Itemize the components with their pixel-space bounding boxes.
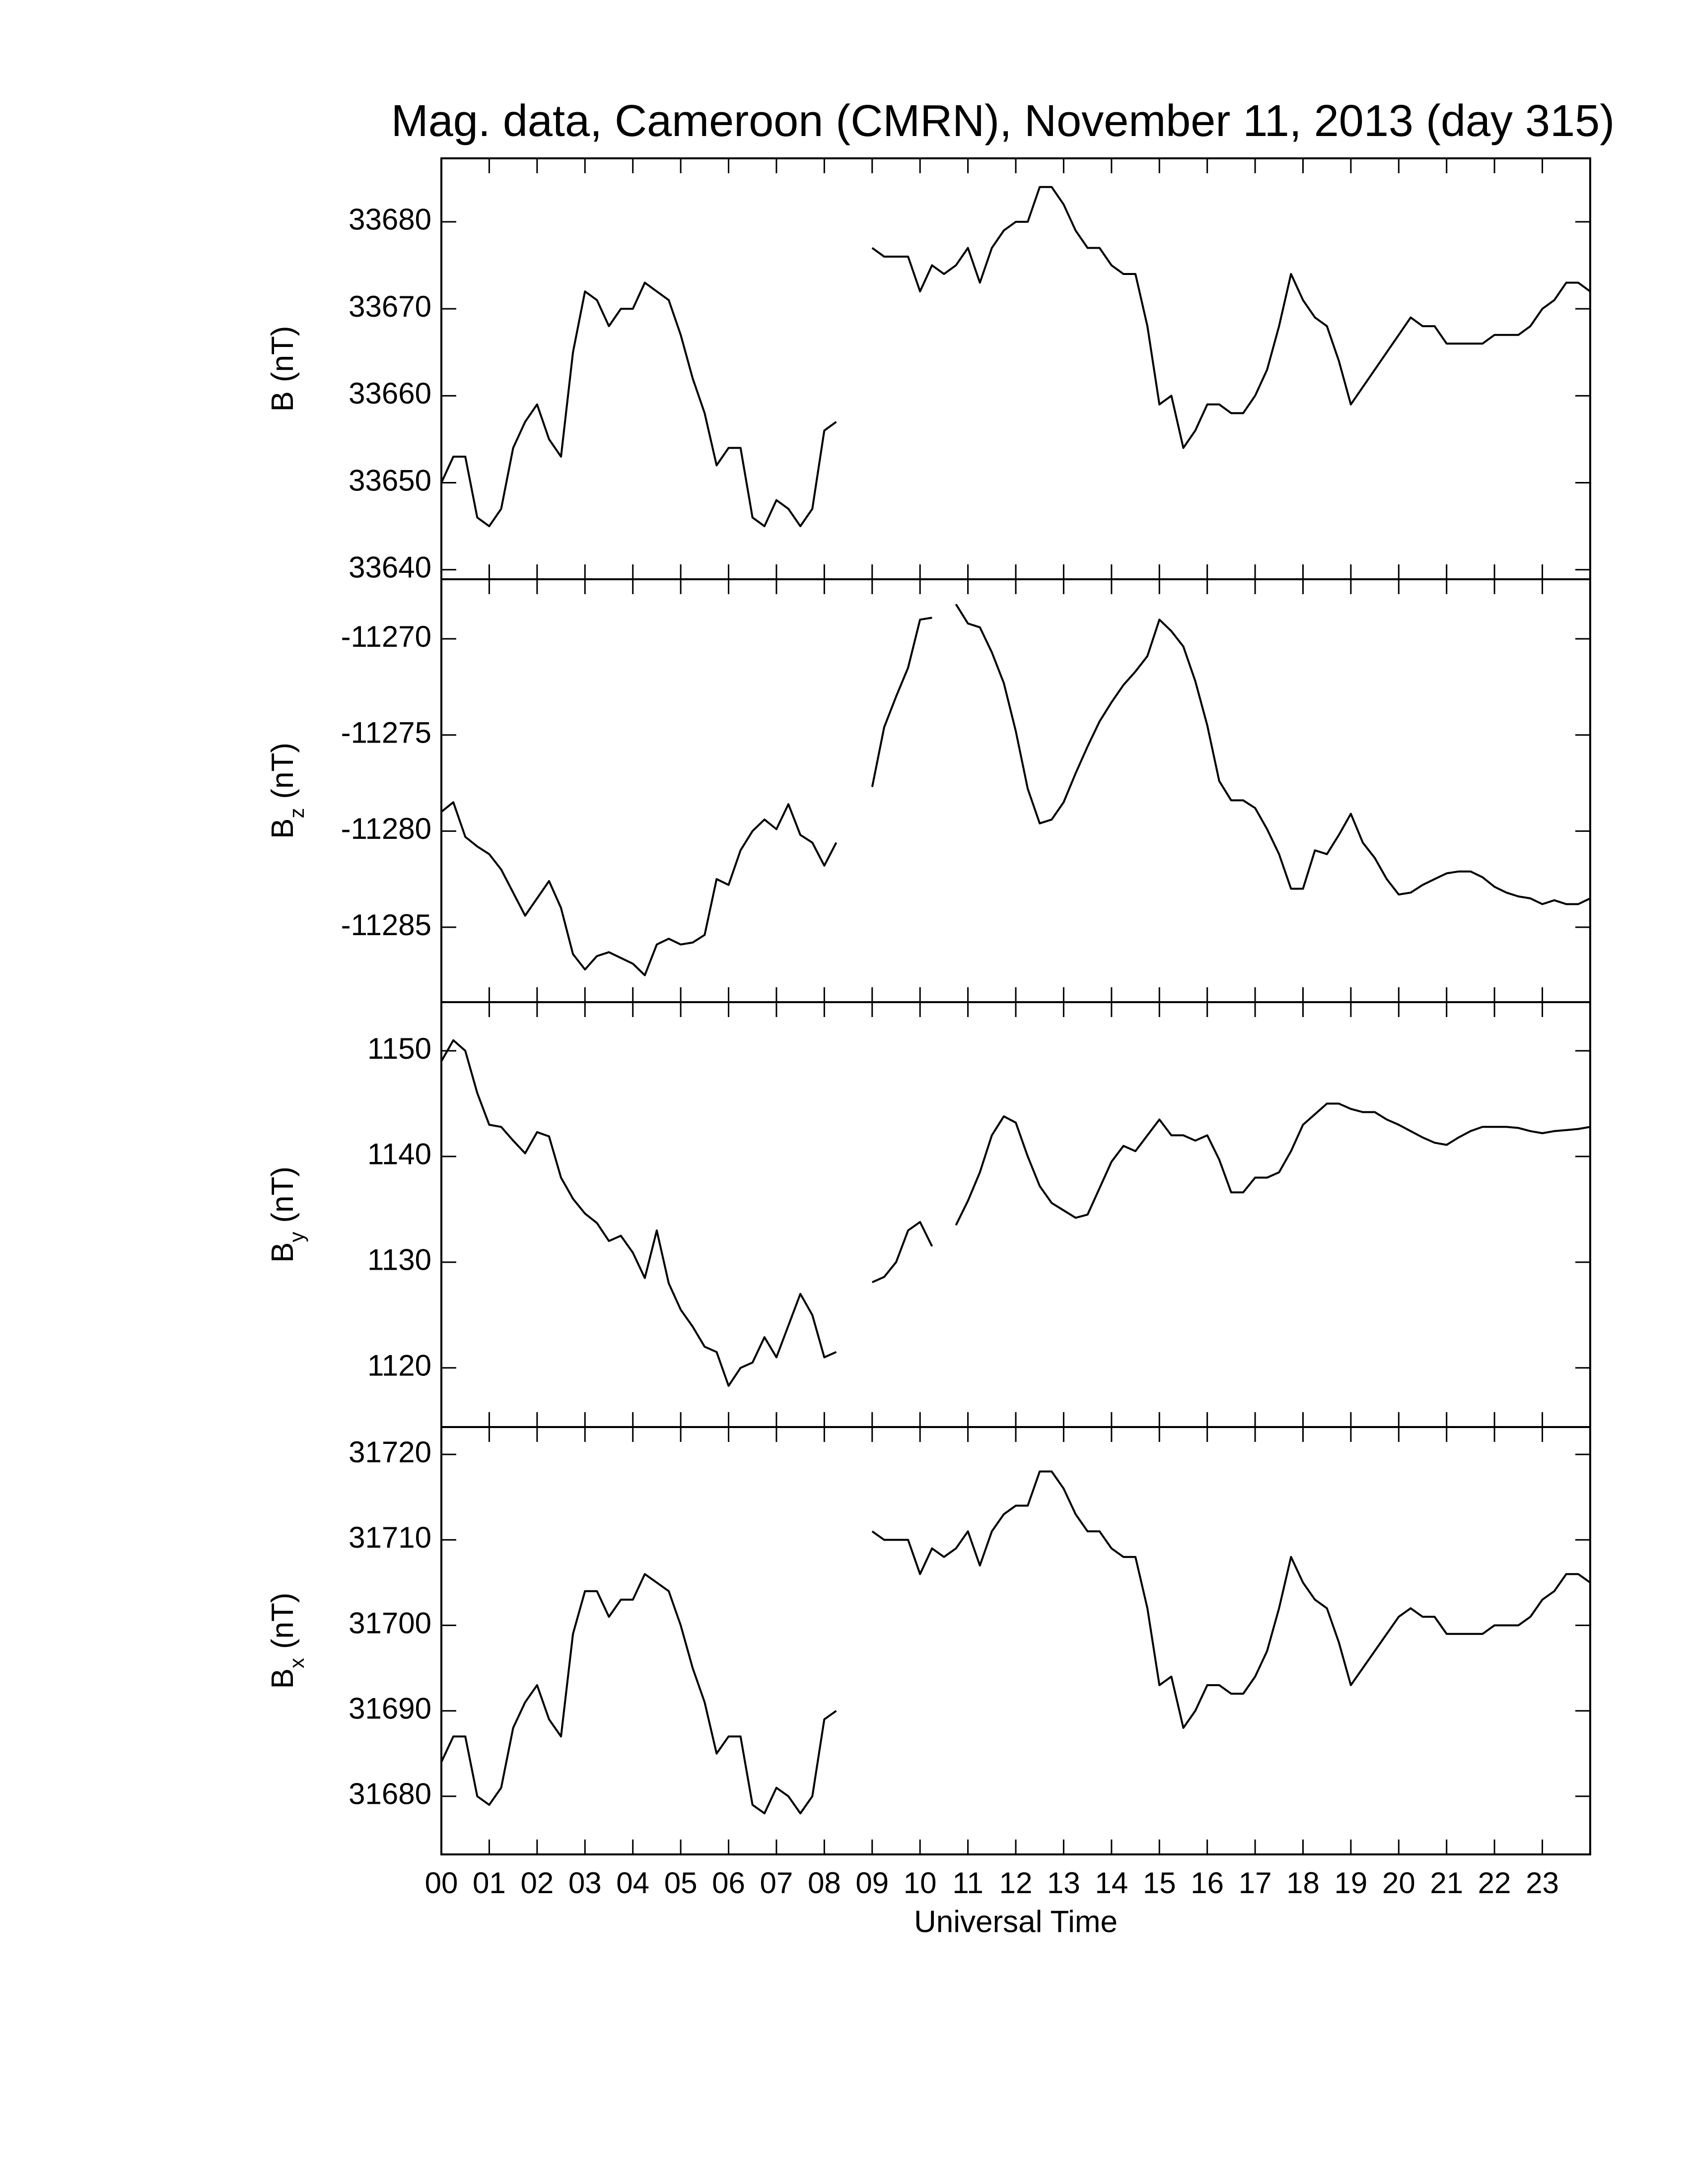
y-tick-label: -11285 (341, 908, 431, 942)
x-tick-label: 05 (664, 1866, 698, 1900)
y-tick-label: 31710 (349, 1521, 431, 1554)
y-axis-label: Bx (nT) (266, 1592, 308, 1689)
y-tick-label: 31680 (349, 1777, 431, 1811)
x-axis-label: Universal Time (914, 1905, 1118, 1939)
y-tick-label: -11270 (341, 620, 431, 653)
y-axis-label-unit: (nT) (266, 1166, 300, 1223)
x-tick-label: 01 (473, 1866, 506, 1900)
y-axis-label-subscript: x (285, 1658, 308, 1668)
x-tick-label: 21 (1430, 1866, 1463, 1900)
x-tick-label: 02 (520, 1866, 554, 1900)
data-line (440, 186, 1591, 528)
plot-frame (440, 578, 1591, 1003)
plot-frame (440, 1001, 1591, 1428)
y-tick-label: -11280 (341, 812, 431, 845)
x-tick-label: 20 (1382, 1866, 1415, 1900)
y-tick-label: 1130 (367, 1243, 431, 1277)
x-tick-label: 12 (999, 1866, 1033, 1900)
x-tick-label: 16 (1191, 1866, 1224, 1900)
y-tick-label: 1150 (367, 1032, 431, 1065)
x-tick-label: 23 (1526, 1866, 1559, 1900)
x-tick-label: 06 (712, 1866, 745, 1900)
chart-title: Mag. data, Cameroon (CMRN), November 11,… (391, 96, 1615, 146)
x-tick-label: 17 (1239, 1866, 1272, 1900)
y-tick-label: 33640 (349, 551, 431, 584)
data-line (440, 604, 1591, 976)
y-tick-label: 31690 (349, 1692, 431, 1725)
y-tick-label: 33680 (349, 203, 431, 236)
y-axis-label: B (nT) (266, 326, 300, 411)
y-axis-label-unit: (nT) (266, 1592, 300, 1649)
y-tick-label: 31700 (349, 1606, 431, 1639)
y-tick-label: 1120 (367, 1349, 431, 1382)
x-tick-label: 08 (808, 1866, 841, 1900)
y-axis-label-unit: (nT) (266, 326, 300, 382)
y-axis-label-subscript: z (285, 808, 308, 819)
y-axis-label-unit: (nT) (266, 743, 300, 799)
y-tick-label: 33670 (349, 290, 431, 323)
x-tick-label: 13 (1047, 1866, 1080, 1900)
x-tick-label: 19 (1335, 1866, 1368, 1900)
y-tick-label: 31720 (349, 1435, 431, 1469)
x-tick-label: 04 (616, 1866, 649, 1900)
x-tick-label: 18 (1286, 1866, 1320, 1900)
y-axis-label-subscript: y (285, 1232, 308, 1242)
y-axis-label-symbol: B (266, 391, 300, 411)
y-axis-label: Bz (nT) (266, 743, 308, 839)
y-axis-label-symbol: B (266, 1242, 300, 1263)
y-axis-label-symbol: B (266, 819, 300, 839)
y-tick-label: 1140 (367, 1138, 431, 1171)
x-tick-label: 14 (1095, 1866, 1128, 1900)
x-tick-label: 00 (425, 1866, 458, 1900)
y-tick-label: -11275 (341, 716, 431, 750)
plot-frame (440, 1426, 1591, 1855)
x-tick-label: 10 (904, 1866, 937, 1900)
x-tick-label: 15 (1143, 1866, 1176, 1900)
y-tick-label: 33660 (349, 377, 431, 410)
x-tick-label: 07 (760, 1866, 793, 1900)
y-tick-label: 33650 (349, 464, 431, 497)
data-line (440, 1470, 1591, 1815)
data-line (440, 1039, 1591, 1387)
x-tick-label: 09 (855, 1866, 889, 1900)
y-axis-label: By (nT) (266, 1166, 308, 1263)
y-axis-label-symbol: B (266, 1668, 300, 1689)
x-tick-label: 03 (568, 1866, 602, 1900)
x-tick-label: 11 (952, 1866, 983, 1900)
x-tick-label: 22 (1478, 1866, 1511, 1900)
